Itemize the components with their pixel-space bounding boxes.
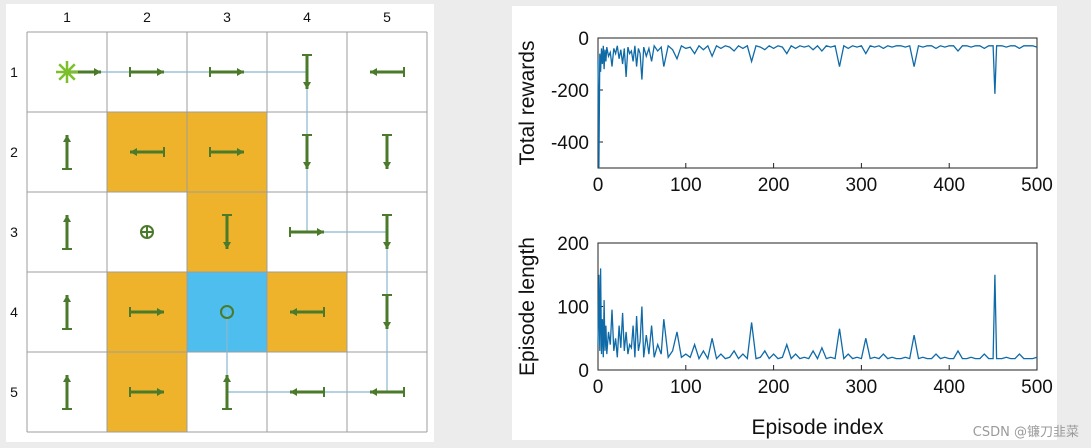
x-tick-label: 300 <box>846 175 878 196</box>
x-tick-label: 300 <box>846 377 878 398</box>
plot-area <box>597 242 1038 371</box>
series-line <box>597 268 1038 361</box>
x-tick-label: 100 <box>670 175 702 196</box>
arrow-head <box>383 322 391 329</box>
arrow-head <box>223 242 231 249</box>
arrow-head <box>370 388 377 396</box>
watermark: CSDN @镰刀韭菜 <box>972 425 1079 440</box>
x-tick-label: 200 <box>758 377 790 398</box>
row-label: 2 <box>10 144 18 160</box>
x-tick-label: 0 <box>593 377 604 398</box>
training-curves-figure: 0 100 200 300 400 500 0 -200 -400 Total rewards 0 1… <box>516 29 1053 439</box>
arrow-head <box>130 148 137 156</box>
row-label: 4 <box>10 304 18 320</box>
y-tick-label: 100 <box>557 298 589 319</box>
arrow-head <box>290 388 297 396</box>
y-tick-label: -400 <box>551 133 589 154</box>
arrow-head <box>383 162 391 169</box>
arrow-head <box>223 375 231 382</box>
x-tick-label: 0 <box>593 175 604 196</box>
start-star-icon <box>58 63 76 81</box>
y-tick-label: -200 <box>551 81 589 102</box>
y-tick-label: 0 <box>578 361 589 382</box>
column-label: 4 <box>303 9 311 25</box>
arrow-head <box>157 388 164 396</box>
x-axis-label: Episode index <box>752 416 884 439</box>
arrow-head <box>317 228 324 236</box>
y-axis-label: Total rewards <box>516 41 539 166</box>
arrow-head <box>63 215 71 222</box>
column-label: 2 <box>143 9 151 25</box>
arrow-head <box>94 68 101 76</box>
arrow-head <box>370 68 377 76</box>
arrow-head <box>63 375 71 382</box>
column-label: 5 <box>383 9 391 25</box>
chart-0: 0 100 200 300 400 500 0 -200 -400 Total rewards <box>516 29 1053 196</box>
grid-world-panel: 1 2 3 4 5 1 2 3 4 5 <box>6 4 434 442</box>
plot-area <box>597 37 1038 169</box>
x-tick-label: 400 <box>933 175 965 196</box>
chart-1: 0 100 200 300 400 500 200 100 0 Episode length Epi… <box>516 234 1053 439</box>
training-curves-panel: 0 100 200 300 400 500 0 -200 -400 Total rewards 0 1… <box>512 6 1057 440</box>
x-tick-label: 200 <box>758 175 790 196</box>
x-tick-label: 500 <box>1021 377 1053 398</box>
y-axis-label: Episode length <box>516 237 539 376</box>
grid-world-figure: 1 2 3 4 5 1 2 3 4 5 <box>10 9 428 433</box>
x-tick-label: 400 <box>933 377 965 398</box>
arrow-head <box>63 135 71 142</box>
row-label: 3 <box>10 224 18 240</box>
arrow-head <box>237 68 244 76</box>
arrow-head <box>157 308 164 316</box>
y-tick-label: 0 <box>578 29 589 50</box>
series-line <box>597 44 1038 169</box>
x-tick-label: 500 <box>1021 175 1053 196</box>
column-label: 1 <box>63 9 71 25</box>
column-label: 3 <box>223 9 231 25</box>
arrow-head <box>157 68 164 76</box>
arrow-head <box>63 295 71 302</box>
arrow-head <box>303 162 311 169</box>
y-tick-label: 200 <box>557 234 589 255</box>
arrow-head <box>383 242 391 249</box>
x-tick-label: 100 <box>670 377 702 398</box>
arrow-head <box>303 82 311 89</box>
arrow-head <box>290 308 297 316</box>
row-label: 1 <box>10 64 18 80</box>
stay-circle-icon <box>220 305 234 319</box>
arrow-head <box>237 148 244 156</box>
row-label: 5 <box>10 384 18 400</box>
